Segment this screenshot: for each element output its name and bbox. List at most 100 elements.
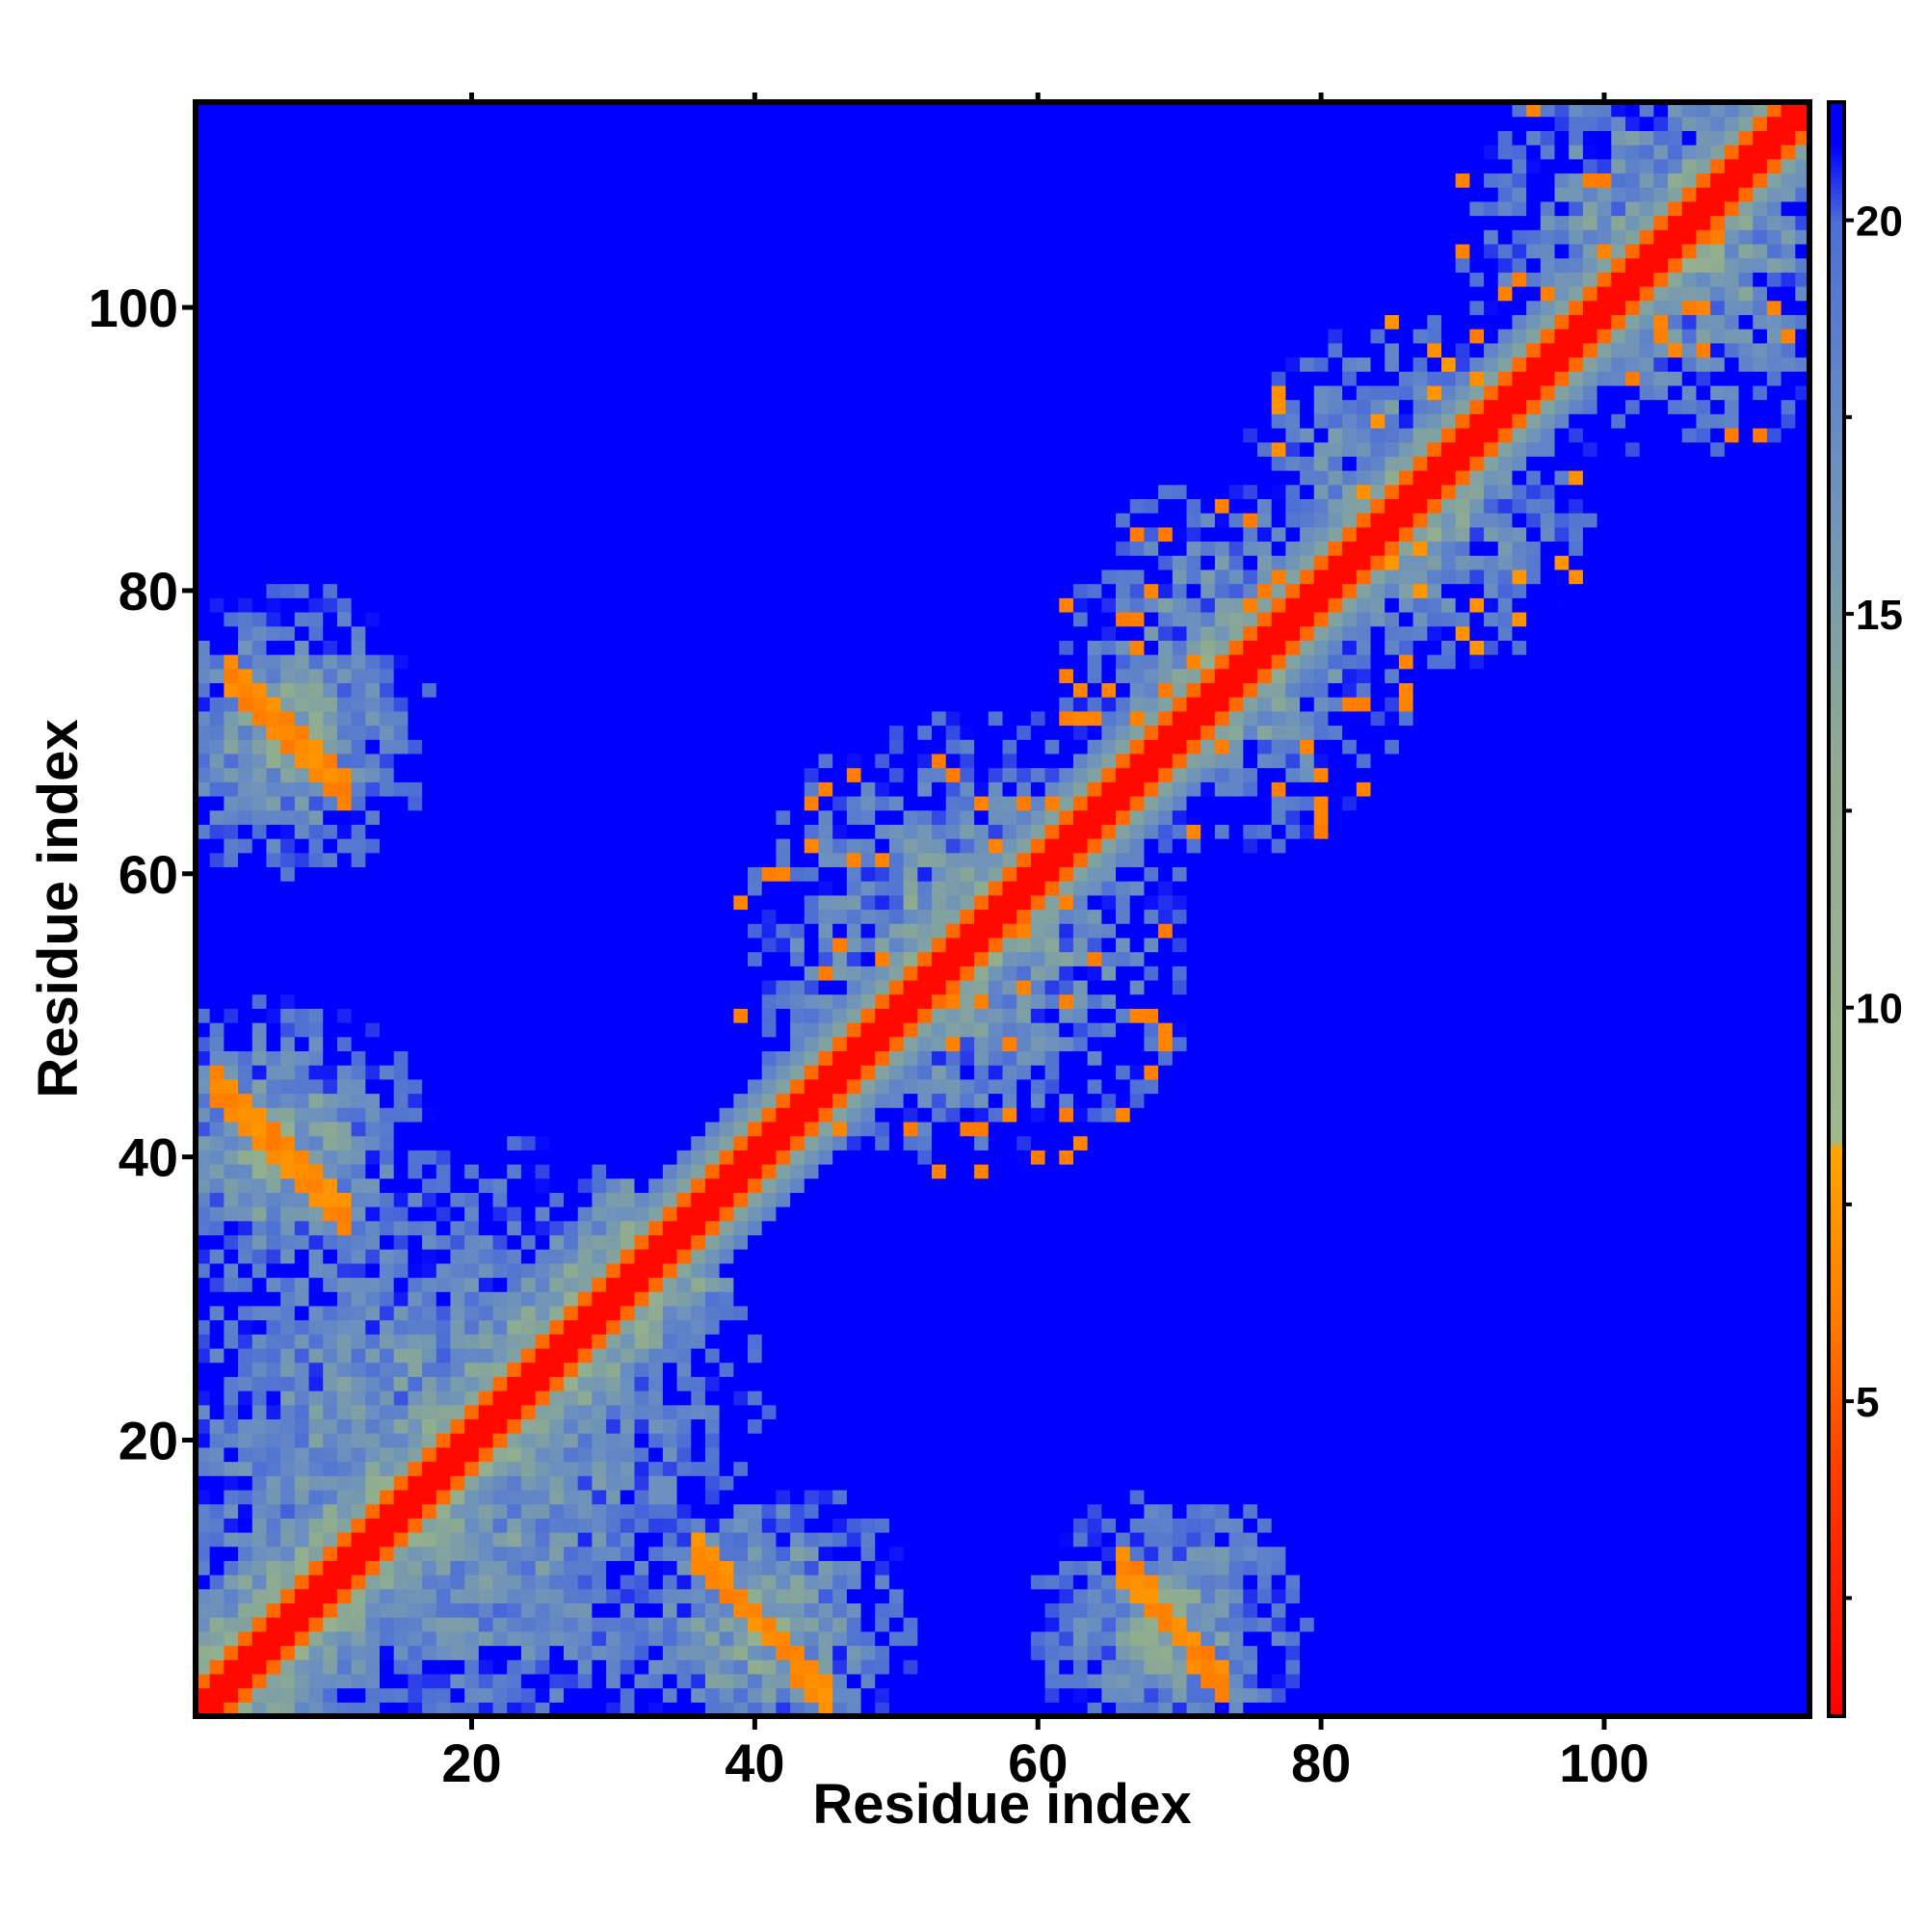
heatmap-cell xyxy=(549,668,565,684)
heatmap-cell xyxy=(748,484,763,499)
heatmap-cell xyxy=(704,937,721,953)
heatmap-cell xyxy=(507,1262,522,1279)
heatmap-cell xyxy=(704,1334,721,1349)
heatmap-cell xyxy=(323,1645,338,1660)
heatmap-cell xyxy=(691,1659,706,1675)
heatmap-cell xyxy=(266,654,281,670)
heatmap-cell xyxy=(380,1489,395,1505)
heatmap-cell xyxy=(520,1461,537,1476)
heatmap-cell xyxy=(280,881,296,896)
heatmap-cell xyxy=(323,441,338,457)
heatmap-cell xyxy=(408,1192,423,1207)
heatmap-cell xyxy=(422,1546,437,1561)
heatmap-cell xyxy=(577,1376,593,1391)
heatmap-cell xyxy=(464,441,480,457)
heatmap-cell xyxy=(564,470,579,486)
heatmap-cell xyxy=(577,200,593,217)
heatmap-cell xyxy=(776,881,791,896)
heatmap-cell xyxy=(209,1078,224,1095)
heatmap-cell xyxy=(790,200,805,217)
heatmap-cell xyxy=(294,427,310,443)
heatmap-cell xyxy=(691,1121,706,1137)
heatmap-cell xyxy=(294,753,310,769)
heatmap-cell xyxy=(351,993,366,1009)
heatmap-cell xyxy=(790,371,805,386)
heatmap-cell xyxy=(422,1673,437,1689)
heatmap-cell xyxy=(719,1078,734,1095)
heatmap-cell xyxy=(238,470,253,486)
heatmap-cell xyxy=(719,1630,734,1647)
heatmap-cell xyxy=(719,229,734,245)
heatmap-cell xyxy=(492,1050,508,1066)
heatmap-cell xyxy=(294,725,310,740)
heatmap-cell xyxy=(478,257,494,273)
heatmap-cell xyxy=(408,1659,423,1675)
heatmap-cell xyxy=(266,1433,281,1448)
heatmap-cell xyxy=(704,1362,721,1377)
heatmap-cell xyxy=(196,357,211,372)
heatmap-cell xyxy=(549,371,565,386)
heatmap-cell xyxy=(790,1234,805,1250)
heatmap-cell xyxy=(606,555,621,570)
heatmap-cell xyxy=(196,668,211,684)
heatmap-cell xyxy=(308,951,324,966)
heatmap-cell xyxy=(733,1206,749,1222)
heatmap-cell xyxy=(592,1659,607,1675)
heatmap-cell xyxy=(564,923,579,939)
heatmap-cell xyxy=(294,145,310,160)
heatmap-cell xyxy=(577,456,593,471)
heatmap-cell xyxy=(620,470,636,486)
heatmap-cell xyxy=(564,215,579,230)
heatmap-cell xyxy=(380,286,395,302)
heatmap-cell xyxy=(704,668,721,684)
heatmap-cell xyxy=(351,357,366,372)
heatmap-cell xyxy=(748,1362,763,1377)
heatmap-cell xyxy=(450,498,465,514)
heatmap-cell xyxy=(365,172,381,188)
heatmap-cell xyxy=(620,951,636,966)
heatmap-cell xyxy=(535,1446,550,1463)
heatmap-cell xyxy=(776,484,791,499)
heatmap-cell xyxy=(251,1433,268,1448)
heatmap-cell xyxy=(535,243,550,259)
heatmap-cell xyxy=(662,838,678,854)
heatmap-cell xyxy=(351,1503,366,1519)
heatmap-cell xyxy=(535,300,550,315)
heatmap-cell xyxy=(478,640,494,655)
heatmap-cell xyxy=(691,1093,706,1108)
heatmap-cell xyxy=(351,668,366,684)
heatmap-cell xyxy=(251,1050,268,1066)
heatmap-cell xyxy=(648,1319,664,1335)
heatmap-cell xyxy=(266,923,281,939)
heatmap-cell xyxy=(209,993,224,1009)
heatmap-cell xyxy=(634,1206,649,1222)
heatmap-cell xyxy=(251,1602,268,1618)
heatmap-cell xyxy=(577,1347,593,1363)
heatmap-cell xyxy=(564,102,579,118)
heatmap-cell xyxy=(450,158,465,174)
heatmap-cell xyxy=(648,1192,664,1207)
heatmap-cell xyxy=(577,1008,593,1023)
heatmap-cell xyxy=(790,1093,805,1108)
heatmap-cell xyxy=(393,640,409,655)
heatmap-cell xyxy=(577,342,593,358)
heatmap-cell xyxy=(323,682,338,698)
heatmap-cell xyxy=(238,583,253,598)
heatmap-cell xyxy=(520,682,537,698)
heatmap-cell xyxy=(648,979,664,995)
heatmap-cell xyxy=(294,384,310,401)
heatmap-cell xyxy=(209,484,224,499)
heatmap-cell xyxy=(564,1107,579,1123)
heatmap-cell xyxy=(365,1036,381,1052)
heatmap-cell xyxy=(648,710,664,727)
heatmap-cell xyxy=(464,1687,480,1703)
heatmap-cell xyxy=(323,1433,338,1448)
heatmap-cell xyxy=(308,470,324,486)
heatmap-cell xyxy=(251,697,268,712)
heatmap-cell xyxy=(634,710,649,727)
heatmap-cell xyxy=(634,257,649,273)
heatmap-cell xyxy=(662,951,678,966)
heatmap-cell xyxy=(620,1150,636,1165)
heatmap-cell xyxy=(351,1178,366,1193)
heatmap-cell xyxy=(323,1673,338,1689)
